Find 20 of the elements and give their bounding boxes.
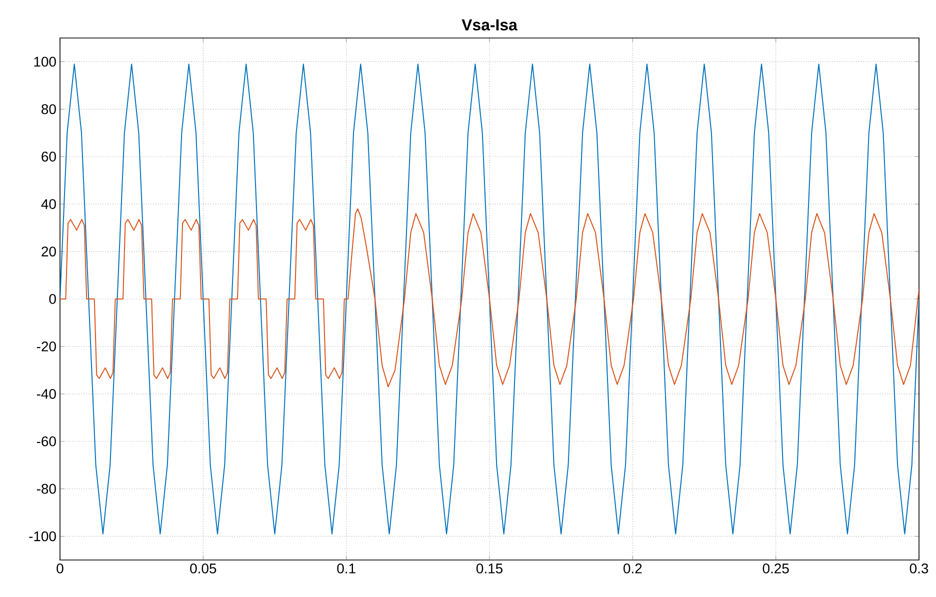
y-tick-label: 60 [42, 152, 56, 162]
x-tick-label: 0.05 [190, 564, 216, 574]
y-tick-label: 80 [42, 104, 56, 114]
x-tick-label: 0 [56, 564, 64, 574]
x-tick-label: 0.3 [910, 564, 928, 574]
y-tick-label: -20 [36, 342, 56, 352]
x-tick-label: 0.1 [337, 564, 356, 574]
x-tick-label: 0.25 [762, 564, 789, 574]
y-tick-label: -80 [36, 484, 56, 494]
y-tick-label: 40 [41, 199, 56, 210]
y-tick-label: -60 [36, 436, 56, 446]
x-tick-label: 0.2 [624, 564, 642, 574]
x-tick-label: 0.15 [476, 564, 502, 574]
y-tick-label: 20 [42, 246, 56, 256]
y-tick-label: -100 [29, 531, 56, 542]
y-tick-label: 100 [34, 56, 56, 67]
chart-title: Vsa-Isa [462, 19, 518, 30]
line-series [60, 208, 920, 388]
y-tick-label: 0 [49, 294, 56, 304]
y-tick-label: -40 [36, 388, 56, 399]
